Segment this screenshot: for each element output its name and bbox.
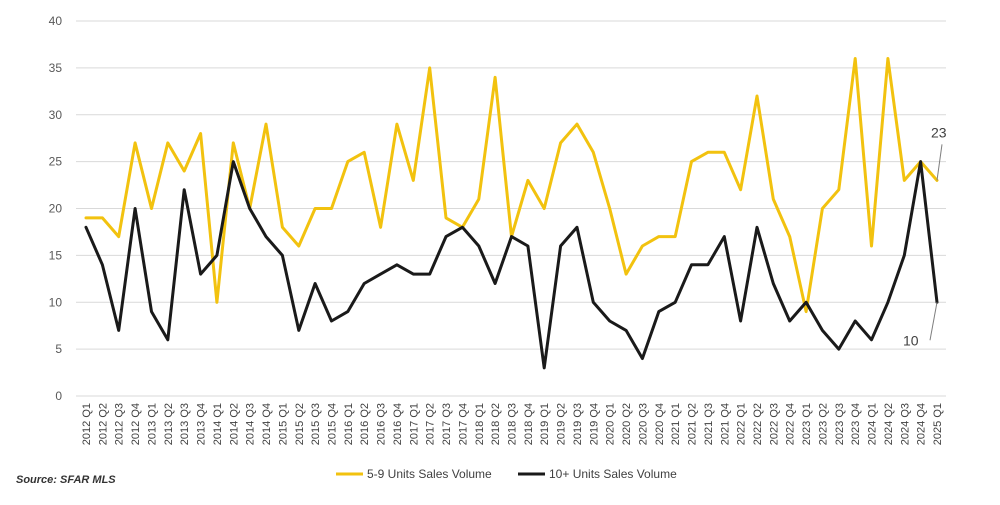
x-tick-label: 2016 Q4 <box>392 403 404 445</box>
x-tick-label: 2023 Q1 <box>801 403 813 445</box>
x-tick-label: 2019 Q3 <box>572 403 584 445</box>
x-tick-label: 2017 Q1 <box>408 403 420 445</box>
x-tick-label: 2012 Q3 <box>114 403 126 445</box>
x-tick-label: 2012 Q4 <box>130 403 142 445</box>
x-tick-label: 2015 Q4 <box>326 403 338 445</box>
annotation-leader <box>936 144 943 181</box>
x-tick-label: 2022 Q1 <box>736 403 748 445</box>
x-tick-label: 2014 Q3 <box>245 403 257 445</box>
x-tick-label: 2025 Q1 <box>932 403 944 445</box>
annotation-label: 10 <box>903 332 919 348</box>
x-tick-label: 2020 Q1 <box>605 403 617 445</box>
series-line-1 <box>84 57 939 314</box>
x-tick-label: 2021 Q2 <box>687 403 699 445</box>
y-tick-label: 5 <box>55 342 62 356</box>
annotation-leader <box>929 302 938 341</box>
x-tick-label: 2024 Q3 <box>899 403 911 445</box>
x-tick-label: 2020 Q2 <box>621 403 633 445</box>
series-line-2 <box>84 160 939 370</box>
x-tick-label: 2021 Q3 <box>703 403 715 445</box>
x-tick-label: 2022 Q4 <box>785 403 797 445</box>
y-tick-label: 15 <box>49 248 63 262</box>
y-tick-label: 40 <box>49 14 63 28</box>
x-tick-label: 2015 Q2 <box>294 403 306 445</box>
x-tick-label: 2023 Q2 <box>817 403 829 445</box>
x-tick-label: 2019 Q2 <box>556 403 568 445</box>
x-tick-label: 2015 Q1 <box>277 403 289 445</box>
x-tick-label: 2018 Q4 <box>523 403 535 445</box>
x-tick-label: 2019 Q1 <box>539 403 551 445</box>
legend-label: 5-9 Units Sales Volume <box>367 467 492 481</box>
x-tick-label: 2020 Q3 <box>637 403 649 445</box>
x-tick-label: 2018 Q1 <box>474 403 486 445</box>
x-tick-label: 2022 Q3 <box>768 403 780 445</box>
x-tick-label: 2013 Q4 <box>196 403 208 445</box>
x-tick-label: 2021 Q1 <box>670 403 682 445</box>
x-tick-label: 2023 Q4 <box>850 403 862 445</box>
y-tick-label: 10 <box>49 295 63 309</box>
y-tick-label: 25 <box>49 155 63 169</box>
x-tick-label: 2019 Q4 <box>588 403 600 445</box>
x-tick-label: 2012 Q2 <box>97 403 109 445</box>
x-tick-label: 2014 Q1 <box>212 403 224 445</box>
x-tick-label: 2014 Q4 <box>261 403 273 445</box>
x-tick-label: 2015 Q3 <box>310 403 322 445</box>
x-tick-label: 2018 Q2 <box>490 403 502 445</box>
x-tick-label: 2012 Q1 <box>81 403 93 445</box>
x-tick-label: 2017 Q2 <box>425 403 437 445</box>
x-tick-label: 2024 Q4 <box>916 403 928 445</box>
source-note: Source: SFAR MLS <box>16 474 116 486</box>
x-tick-label: 2013 Q1 <box>146 403 158 445</box>
x-tick-label: 2017 Q4 <box>457 403 469 445</box>
x-tick-label: 2021 Q4 <box>719 403 731 445</box>
x-tick-label: 2013 Q2 <box>163 403 175 445</box>
x-tick-label: 2013 Q3 <box>179 403 191 445</box>
x-tick-label: 2022 Q2 <box>752 403 764 445</box>
x-tick-label: 2016 Q3 <box>376 403 388 445</box>
x-tick-label: 2016 Q1 <box>343 403 355 445</box>
y-tick-label: 20 <box>49 202 63 216</box>
x-tick-label: 2023 Q3 <box>834 403 846 445</box>
x-tick-label: 2017 Q3 <box>441 403 453 445</box>
x-tick-label: 2018 Q3 <box>507 403 519 445</box>
x-tick-label: 2024 Q1 <box>867 403 879 445</box>
legend-label: 10+ Units Sales Volume <box>549 467 677 481</box>
y-tick-label: 0 <box>55 389 62 403</box>
x-tick-label: 2014 Q2 <box>228 403 240 445</box>
y-tick-label: 30 <box>49 108 63 122</box>
x-tick-label: 2016 Q2 <box>359 403 371 445</box>
x-tick-label: 2024 Q2 <box>883 403 895 445</box>
x-tick-label: 2020 Q4 <box>654 403 666 445</box>
annotation-label: 23 <box>931 124 947 140</box>
y-tick-label: 35 <box>49 61 63 75</box>
